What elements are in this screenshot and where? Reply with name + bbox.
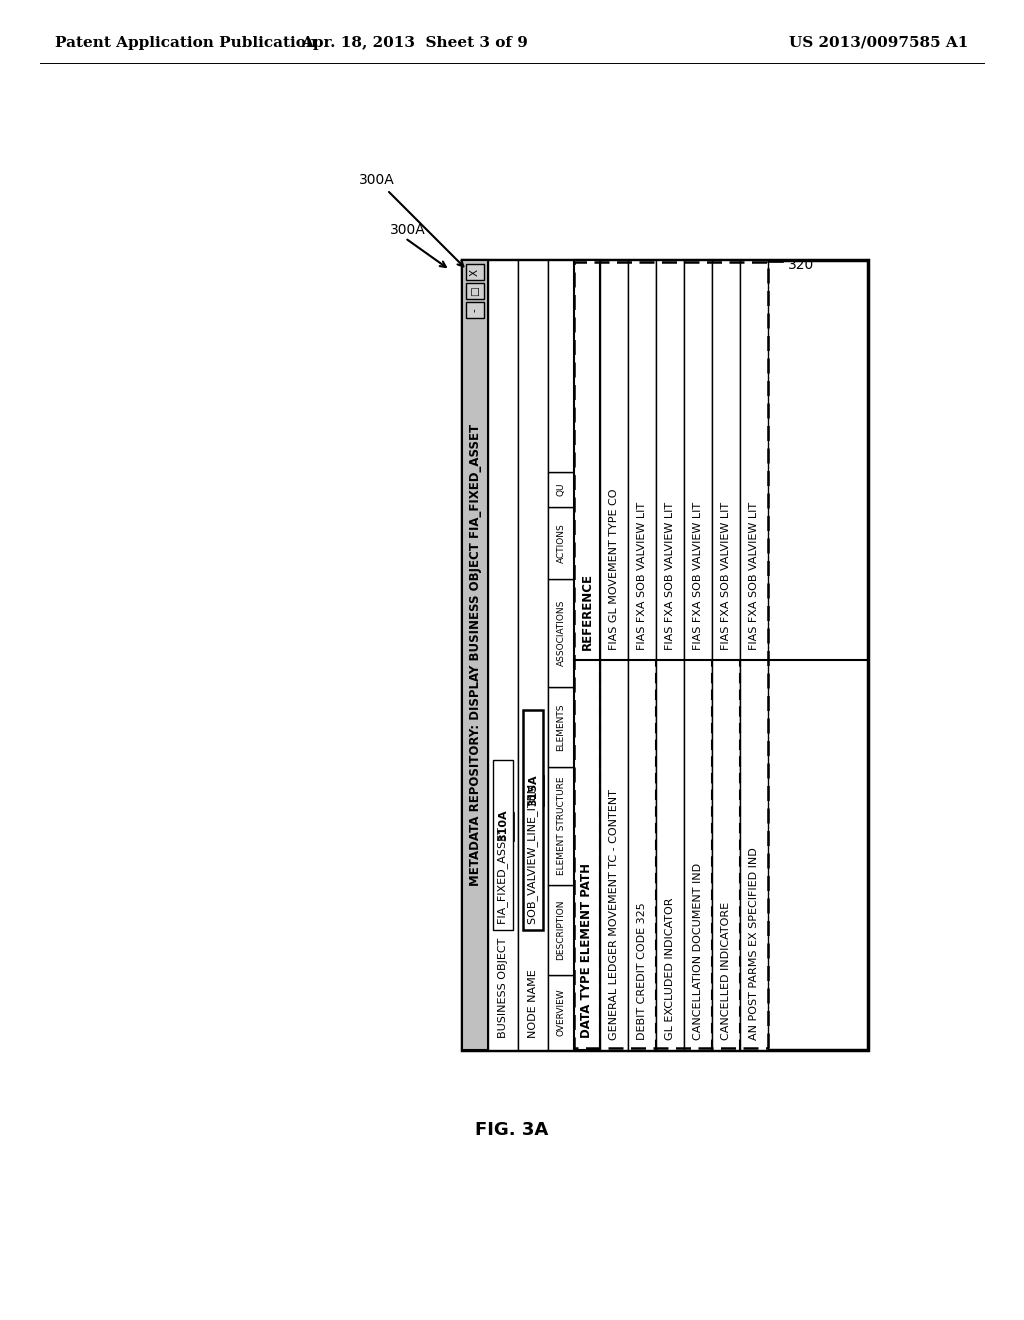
Text: CANCELLED INDICATORE: CANCELLED INDICATORE bbox=[721, 902, 731, 1040]
Text: QU: QU bbox=[556, 483, 565, 496]
Text: US 2013/0097585 A1: US 2013/0097585 A1 bbox=[788, 36, 968, 50]
Text: FIA_FIXED_ASSET: FIA_FIXED_ASSET bbox=[498, 824, 509, 924]
Text: -: - bbox=[470, 308, 480, 312]
Text: FIAS FXA SOB VALVIEW LIT: FIAS FXA SOB VALVIEW LIT bbox=[637, 502, 647, 649]
Polygon shape bbox=[548, 767, 574, 884]
Text: ELEMENTS: ELEMENTS bbox=[556, 704, 565, 751]
Text: BUSINESS OBJECT: BUSINESS OBJECT bbox=[498, 937, 508, 1038]
Text: DEBIT CREDIT CODE 325: DEBIT CREDIT CODE 325 bbox=[637, 903, 647, 1040]
Text: 300A: 300A bbox=[359, 173, 395, 187]
Text: FIAS FXA SOB VALVIEW LIT: FIAS FXA SOB VALVIEW LIT bbox=[721, 502, 731, 649]
Text: Patent Application Publication: Patent Application Publication bbox=[55, 36, 317, 50]
Polygon shape bbox=[712, 260, 740, 1049]
Polygon shape bbox=[574, 260, 600, 1049]
Text: CANCELLATION DOCUMENT IND: CANCELLATION DOCUMENT IND bbox=[693, 863, 703, 1040]
Polygon shape bbox=[656, 260, 684, 1049]
Text: NODE NAME: NODE NAME bbox=[528, 969, 538, 1038]
Text: □: □ bbox=[470, 286, 480, 296]
Text: X: X bbox=[470, 268, 480, 276]
Text: GL EXCLUDED INDICATOR: GL EXCLUDED INDICATOR bbox=[665, 898, 675, 1040]
Text: REFERENCE: REFERENCE bbox=[581, 573, 594, 649]
Polygon shape bbox=[523, 710, 543, 931]
Polygon shape bbox=[600, 260, 628, 1049]
Polygon shape bbox=[548, 473, 574, 507]
Text: OVERVIEW: OVERVIEW bbox=[556, 989, 565, 1036]
Polygon shape bbox=[548, 686, 574, 767]
Polygon shape bbox=[466, 302, 484, 318]
Text: SOB_VALVIEW_LINE_ITEM: SOB_VALVIEW_LINE_ITEM bbox=[527, 780, 539, 924]
Polygon shape bbox=[740, 260, 768, 1049]
Polygon shape bbox=[548, 579, 574, 686]
Polygon shape bbox=[548, 884, 574, 975]
Polygon shape bbox=[466, 282, 484, 300]
Text: ASSOCIATIONS: ASSOCIATIONS bbox=[556, 599, 565, 667]
Polygon shape bbox=[493, 760, 513, 931]
Text: FIAS GL MOVEMENT TYPE CO: FIAS GL MOVEMENT TYPE CO bbox=[609, 488, 618, 649]
Polygon shape bbox=[488, 260, 518, 1049]
Text: GENERAL LEDGER MOVEMENT TC - CONTENT: GENERAL LEDGER MOVEMENT TC - CONTENT bbox=[609, 789, 618, 1040]
Text: 315A: 315A bbox=[528, 775, 538, 807]
Text: FIAS FXA SOB VALVIEW LIT: FIAS FXA SOB VALVIEW LIT bbox=[693, 502, 703, 649]
Text: DESCRIPTION: DESCRIPTION bbox=[556, 900, 565, 960]
Text: ACTIONS: ACTIONS bbox=[556, 523, 565, 562]
Polygon shape bbox=[548, 507, 574, 579]
Text: 310A: 310A bbox=[498, 809, 508, 841]
Polygon shape bbox=[462, 260, 868, 1049]
Text: 300A: 300A bbox=[390, 223, 426, 238]
Polygon shape bbox=[548, 260, 574, 473]
Text: ELEMENT STRUCTURE: ELEMENT STRUCTURE bbox=[556, 776, 565, 875]
Text: FIAS FXA SOB VALVIEW LIT: FIAS FXA SOB VALVIEW LIT bbox=[665, 502, 675, 649]
Polygon shape bbox=[628, 260, 656, 1049]
Text: FIAS FXA SOB VALVIEW LIT: FIAS FXA SOB VALVIEW LIT bbox=[749, 502, 759, 649]
Text: DATA TYPE ELEMENT PATH: DATA TYPE ELEMENT PATH bbox=[581, 863, 594, 1038]
Polygon shape bbox=[462, 260, 488, 1049]
Polygon shape bbox=[684, 260, 712, 1049]
Polygon shape bbox=[518, 260, 548, 1049]
Polygon shape bbox=[548, 975, 574, 1049]
Text: METADATA REPOSITORY: DISPLAY BUSINESS OBJECT FIA_FIXED_ASSET: METADATA REPOSITORY: DISPLAY BUSINESS OB… bbox=[469, 424, 481, 886]
Text: 320: 320 bbox=[788, 257, 814, 272]
Text: FIG. 3A: FIG. 3A bbox=[475, 1121, 549, 1139]
Text: Apr. 18, 2013  Sheet 3 of 9: Apr. 18, 2013 Sheet 3 of 9 bbox=[301, 36, 528, 50]
Polygon shape bbox=[466, 264, 484, 280]
Text: AN POST PARMS EX SPECIFIED IND: AN POST PARMS EX SPECIFIED IND bbox=[749, 847, 759, 1040]
